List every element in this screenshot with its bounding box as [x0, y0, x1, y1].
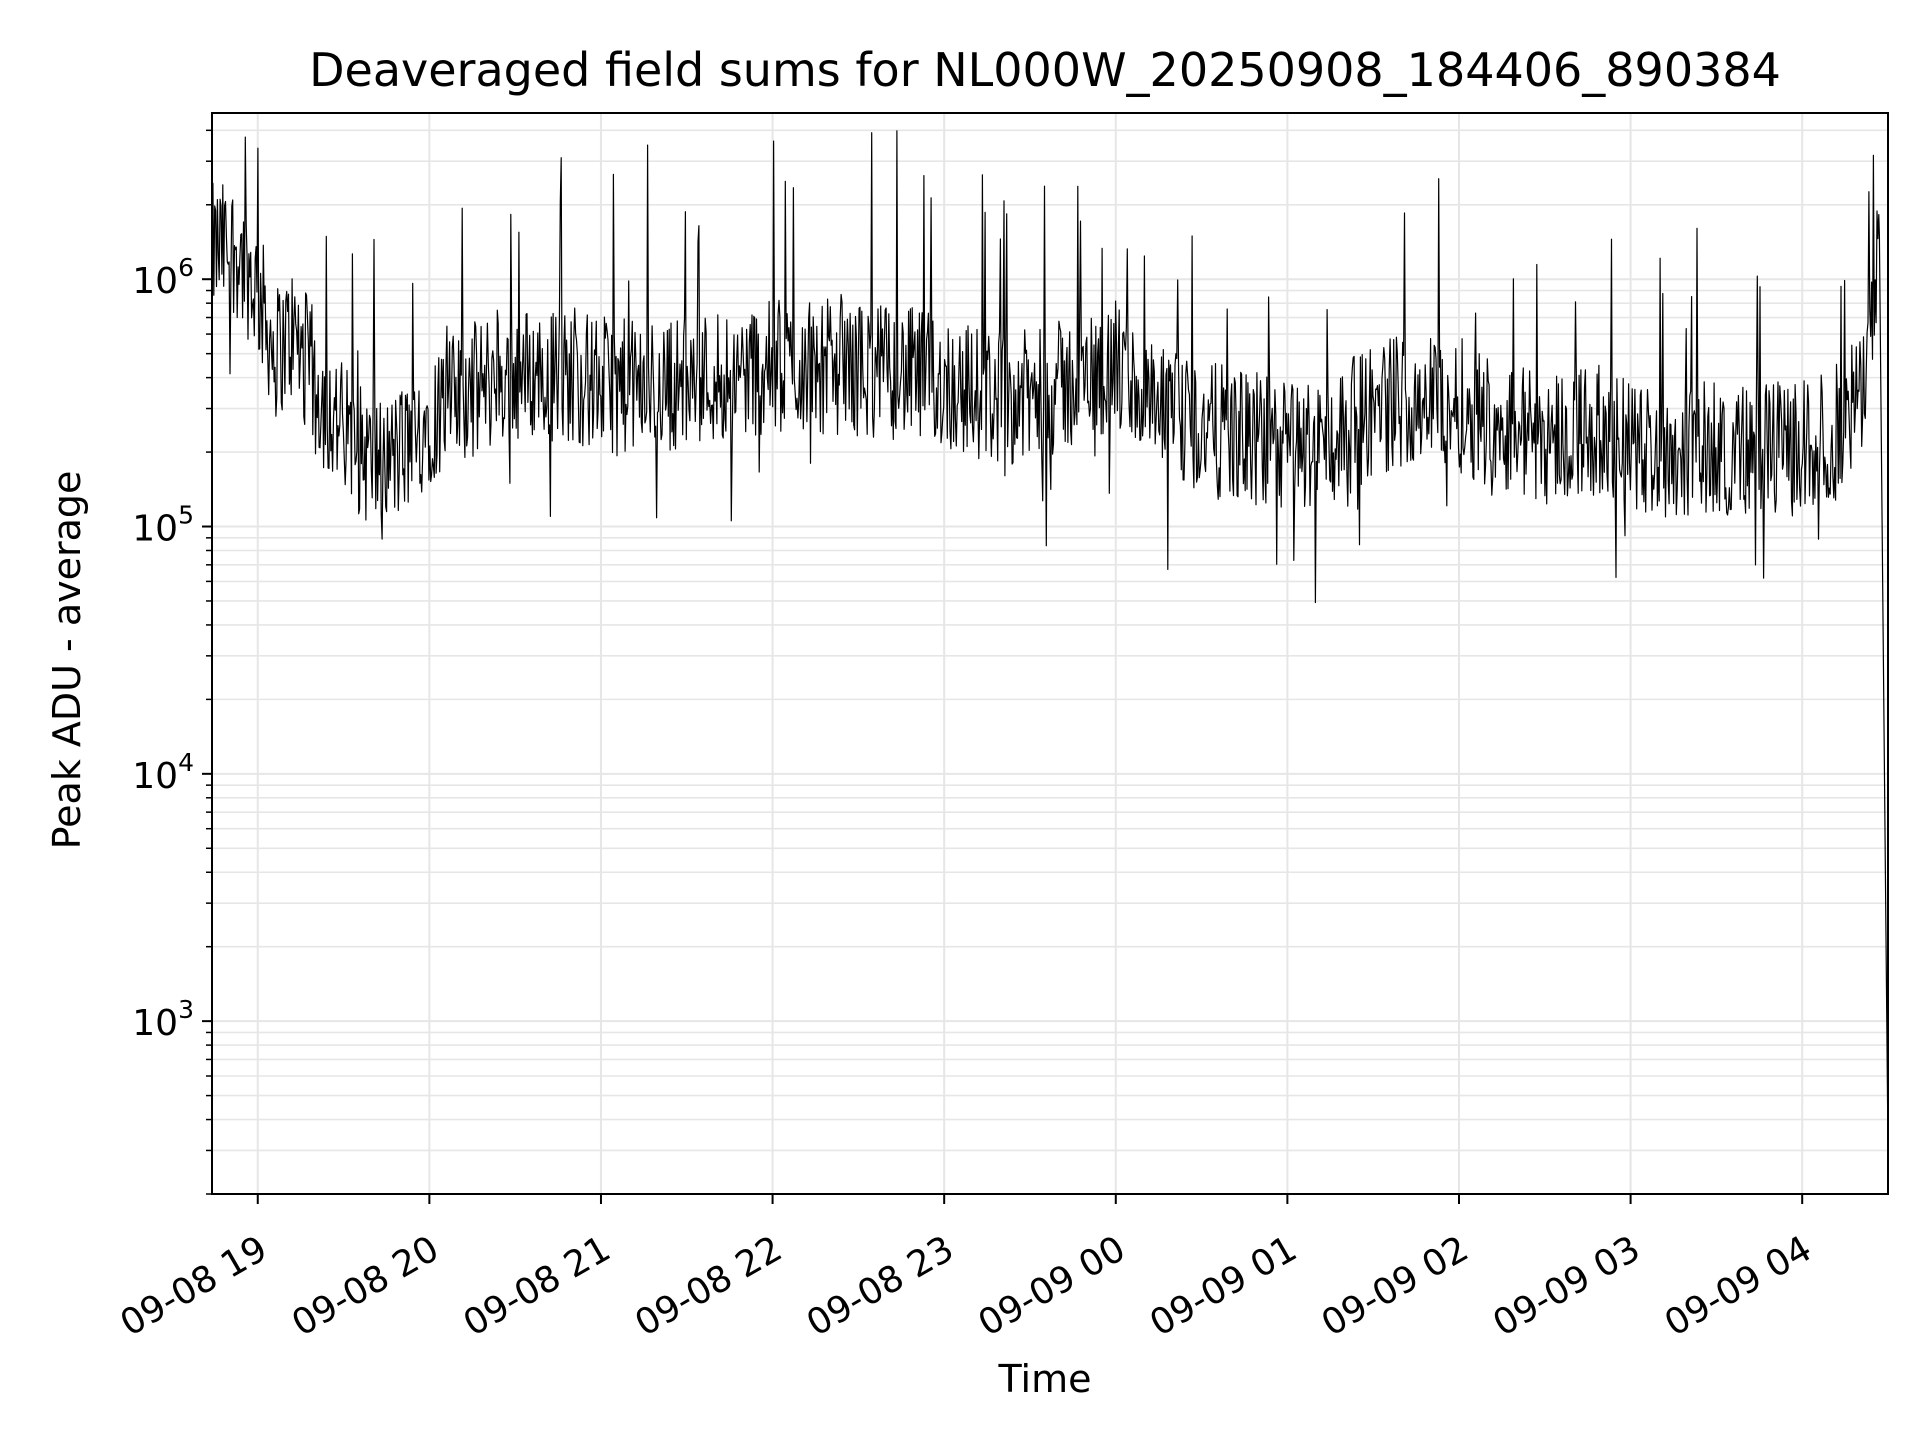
x-axis-label: Time [998, 1357, 1092, 1401]
y-tick-exponent: 3 [178, 995, 194, 1024]
chart-title: Deaveraged field sums for NL000W_2025090… [309, 43, 1781, 97]
series-line [211, 130, 1889, 1151]
grid-lines [212, 113, 1888, 1195]
y-tick-exponent: 4 [178, 748, 194, 777]
data-series [211, 130, 1889, 1151]
y-axis-label: Peak ADU - average [45, 471, 89, 850]
y-tick-exponent: 5 [178, 501, 194, 530]
plot-frame [211, 112, 1889, 1195]
y-tick-exponent: 6 [178, 253, 194, 282]
